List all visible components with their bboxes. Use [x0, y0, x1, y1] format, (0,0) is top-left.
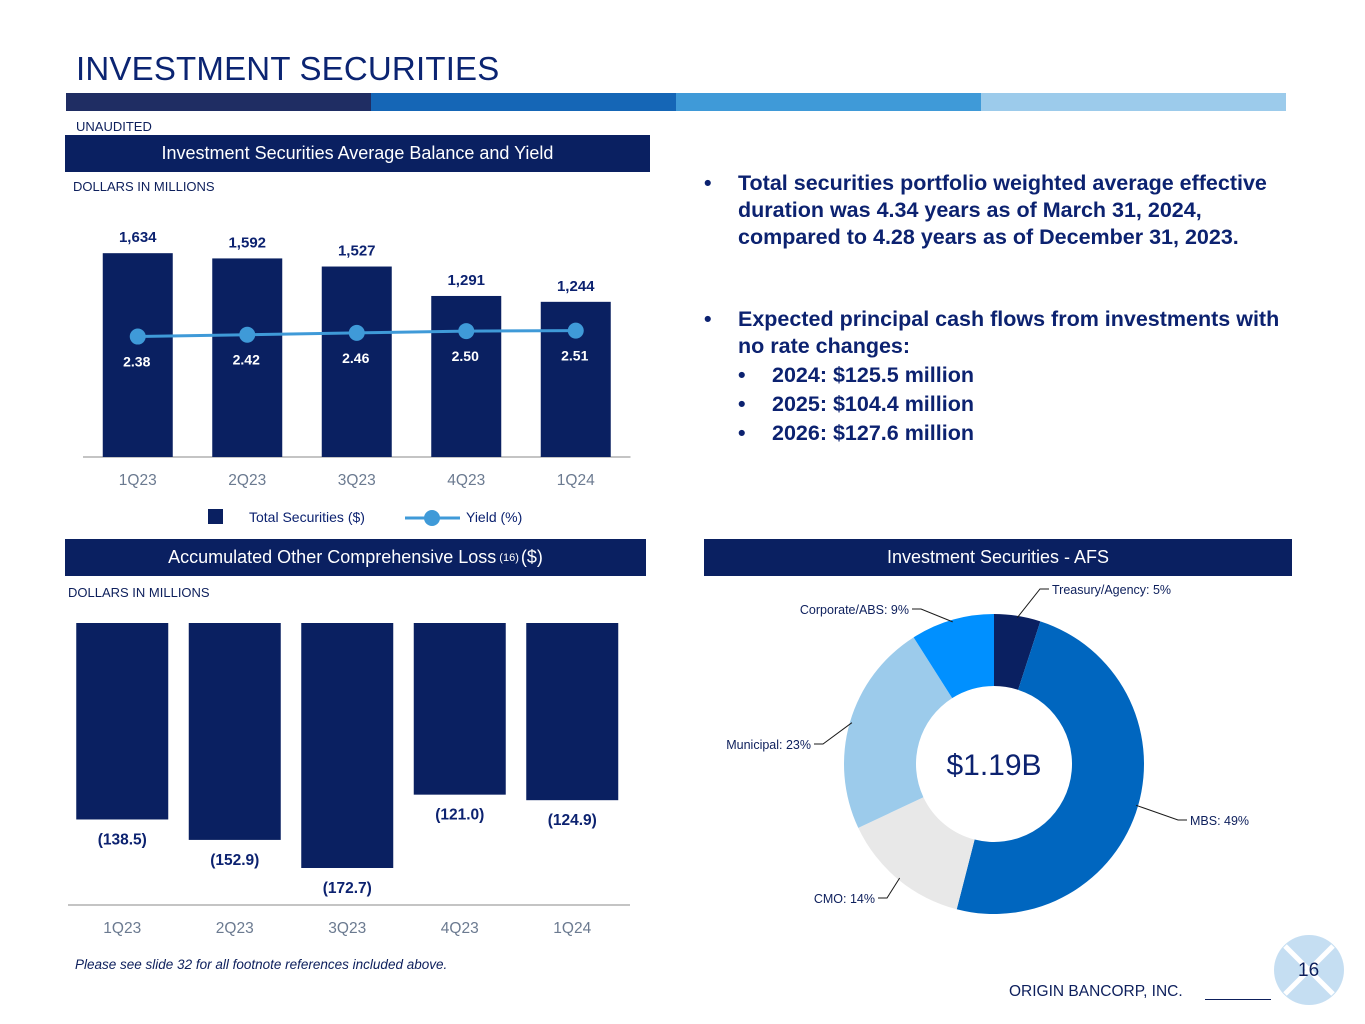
leader-municipal [814, 722, 853, 745]
bar-label-4Q23: 1,291 [447, 272, 485, 289]
page-title: INVESTMENT SECURITIES [76, 50, 500, 87]
legend-label-yield: Yield (%) [466, 509, 522, 525]
leader-corporate-abs [912, 608, 953, 623]
slice-label-corporate-abs: Corporate/ABS: 9% [800, 603, 909, 617]
bar-label-1Q23: (138.5) [98, 831, 147, 848]
bar-label-4Q23: (121.0) [435, 807, 484, 824]
cash-flow-2025: 2025: $104.4 million [738, 391, 1284, 418]
x-tick-2Q23: 2Q23 [216, 920, 254, 937]
unaudited-label: UNAUDITED [76, 119, 152, 134]
aoci-chart: (138.5) 1Q23 (152.9) 2Q23 (172.7) 3Q23 (121.0)… [68, 623, 630, 937]
duration-bullet: Total securities portfolio weighted aver… [704, 170, 1284, 251]
afs-title-text: Investment Securities - AFS [886, 547, 1110, 567]
yield-point-1Q23 [129, 328, 146, 345]
slice-corporate-abs [913, 614, 994, 699]
slice-label-municipal: Municipal: 23% [726, 738, 811, 752]
legend-label-total-securities: Total Securities ($) [249, 509, 365, 525]
balance-yield-title-text: Investment Securities Average Balance an… [161, 143, 554, 163]
x-tick-1Q23: 1Q23 [119, 472, 157, 489]
bar-label-2Q23: 1,592 [228, 234, 266, 251]
cash-flow-2024: 2024: $125.5 million [738, 362, 1284, 389]
yield-label-4Q23: 2.50 [452, 348, 479, 364]
yield-label-1Q24: 2.51 [561, 348, 588, 364]
yield-label-1Q23: 2.38 [123, 354, 150, 370]
x-tick-3Q23: 3Q23 [328, 920, 366, 937]
slice-cmo [858, 797, 975, 910]
x-tick-1Q24: 1Q24 [557, 472, 595, 489]
bar-3Q23 [321, 266, 392, 457]
x-tick-1Q23: 1Q23 [103, 920, 141, 937]
donut-center-label: $1.19B [946, 749, 1041, 782]
cash-flows-bullet: Expected principal cash flows from inves… [704, 306, 1284, 447]
yield-point-1Q24 [567, 322, 584, 339]
legend-swatch-total-securities [208, 509, 223, 524]
leader-mbs [1135, 804, 1187, 821]
slice-label-cmo: CMO: 14% [814, 892, 875, 906]
header-stripe-2 [371, 93, 676, 111]
leader-cmo [878, 877, 901, 899]
bar-label-1Q24: (124.9) [548, 812, 597, 829]
leader-treasury-agency [1016, 588, 1049, 619]
balance-yield-chart: 1,634 1Q23 1,592 2Q23 1,527 3Q23 1,291 4Q23 1,24… [83, 229, 631, 526]
header-stripe-3 [676, 93, 981, 111]
bar-1Q23 [76, 623, 169, 820]
afs-donut-chart: Treasury/Agency: 5% MBS: 49% CMO: 14% Munic… [726, 583, 1249, 914]
bar-2Q23 [188, 623, 281, 840]
company-underline [1205, 999, 1271, 1000]
yield-label-2Q23: 2.42 [233, 352, 260, 368]
x-tick-1Q24: 1Q24 [553, 920, 591, 937]
bar-1Q23 [102, 253, 173, 457]
bar-3Q23 [301, 623, 394, 868]
afs-panel-title: Investment Securities - AFS [704, 539, 1292, 576]
company-name: ORIGIN BANCORP, INC. [1009, 983, 1183, 1000]
bar-label-1Q24: 1,244 [557, 278, 595, 295]
slice-label-mbs: MBS: 49% [1190, 814, 1249, 828]
legend-marker-yield [424, 510, 440, 526]
yield-point-4Q23 [458, 323, 475, 340]
bar-label-3Q23: 1,527 [338, 243, 376, 260]
slice-label-treasury-agency: Treasury/Agency: 5% [1052, 583, 1171, 597]
slice-municipal [844, 637, 953, 828]
key-points: Total securities portfolio weighted aver… [704, 170, 1284, 447]
bar-2Q23 [212, 258, 283, 457]
bar-label-1Q23: 1,634 [119, 229, 157, 246]
slice-treasury-agency [994, 614, 1041, 690]
cash-flow-2026: 2026: $127.6 million [738, 420, 1284, 447]
aoci-title-suffix: ($) [520, 547, 543, 567]
page-number: 16 [1298, 960, 1320, 981]
bar-4Q23 [413, 623, 506, 795]
aoci-footnote-ref: (16) [499, 551, 519, 564]
aoci-units: DOLLARS IN MILLIONS [68, 585, 210, 600]
x-tick-4Q23: 4Q23 [441, 920, 479, 937]
footnote-text: Please see slide 32 for all footnote ref… [75, 957, 448, 972]
bar-label-3Q23: (172.7) [323, 880, 372, 897]
logo-mark-icon [1274, 935, 1344, 1005]
balance-yield-units: DOLLARS IN MILLIONS [73, 179, 215, 194]
bar-label-2Q23: (152.9) [210, 852, 259, 869]
bar-4Q23 [431, 295, 502, 457]
slice-mbs [956, 621, 1144, 914]
aoci-title-text: Accumulated Other Comprehensive Loss [168, 547, 497, 567]
yield-point-3Q23 [348, 324, 365, 341]
x-tick-4Q23: 4Q23 [447, 472, 485, 489]
header-stripe-4 [981, 93, 1286, 111]
header-stripe-1 [66, 93, 371, 111]
yield-label-3Q23: 2.46 [342, 350, 369, 366]
yield-point-2Q23 [239, 326, 256, 343]
aoci-panel-title: Accumulated Other Comprehensive Loss (16… [65, 539, 646, 576]
balance-yield-panel-title: Investment Securities Average Balance an… [65, 135, 650, 172]
x-tick-2Q23: 2Q23 [228, 472, 266, 489]
x-tick-3Q23: 3Q23 [338, 472, 376, 489]
cash-flows-text: Expected principal cash flows from inves… [738, 307, 1280, 358]
bar-1Q24 [526, 623, 619, 801]
